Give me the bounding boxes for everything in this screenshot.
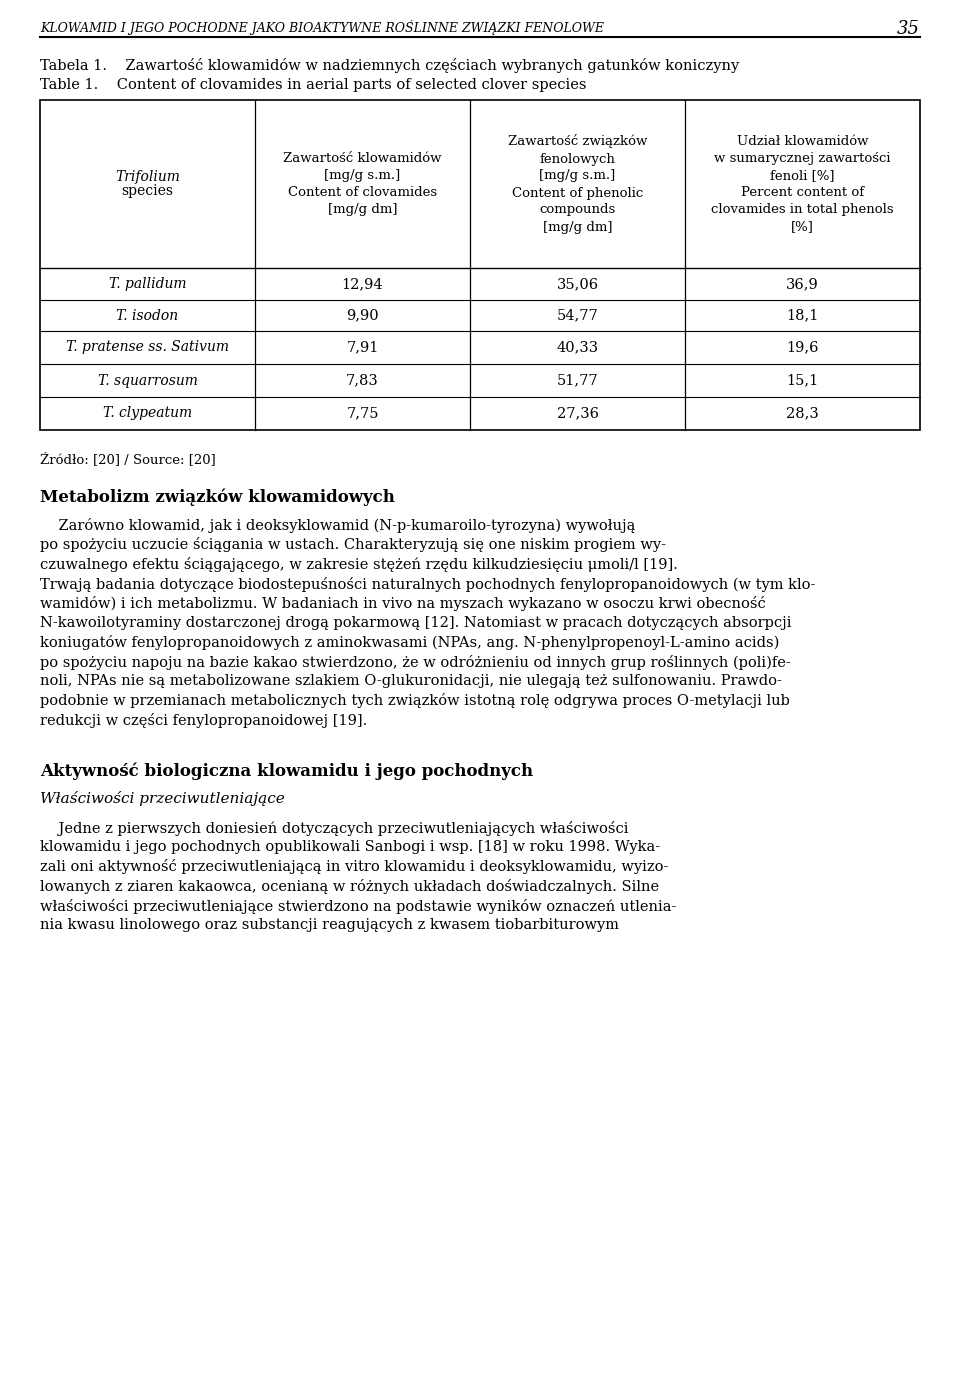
Text: 35,06: 35,06 bbox=[557, 277, 599, 291]
Text: 7,91: 7,91 bbox=[347, 341, 378, 354]
Text: T. isodon: T. isodon bbox=[116, 309, 179, 323]
Text: 18,1: 18,1 bbox=[786, 309, 819, 323]
Text: 7,75: 7,75 bbox=[347, 407, 379, 421]
Text: Zarówno klowamid, jak i deoksyklowamid (N-p-kumaroilo-tyrozyna) wywołują: Zarówno klowamid, jak i deoksyklowamid (… bbox=[40, 519, 636, 534]
Text: czuwalnego efektu ściągającego, w zakresie stężeń rzędu kilkudziesięciu μmoli/l : czuwalnego efektu ściągającego, w zakres… bbox=[40, 557, 678, 572]
Text: noli, NPAs nie są metabolizowane szlakiem O-glukuronidacji, nie ulegają też sulf: noli, NPAs nie są metabolizowane szlakie… bbox=[40, 674, 781, 688]
Text: T. pallidum: T. pallidum bbox=[108, 277, 186, 291]
Text: Zawartość związków
fenolowych
[mg/g s.m.]
Content of phenolic
compounds
[mg/g dm: Zawartość związków fenolowych [mg/g s.m.… bbox=[508, 135, 647, 233]
Text: właściwości przeciwutleniające stwierdzono na podstawie wyników oznaczeń utlenia: właściwości przeciwutleniające stwierdzo… bbox=[40, 899, 677, 913]
Text: 12,94: 12,94 bbox=[342, 277, 383, 291]
Text: Trwają badania dotyczące biodostepuśności naturalnych pochodnych fenylopropanoid: Trwają badania dotyczące biodostepuśnośc… bbox=[40, 576, 815, 592]
Text: 51,77: 51,77 bbox=[557, 374, 598, 387]
Text: 9,90: 9,90 bbox=[347, 309, 379, 323]
Text: klowamidu i jego pochodnych opublikowali Sanbogi i wsp. [18] w roku 1998. Wyka-: klowamidu i jego pochodnych opublikowali… bbox=[40, 840, 660, 854]
Text: 19,6: 19,6 bbox=[786, 341, 819, 354]
Text: redukcji w części fenylopropanoidowej [19].: redukcji w części fenylopropanoidowej [1… bbox=[40, 713, 368, 728]
Text: Metabolizm związków klowamidowych: Metabolizm związków klowamidowych bbox=[40, 488, 395, 506]
Text: Trifolium: Trifolium bbox=[115, 170, 180, 183]
Text: lowanych z ziaren kakaowca, ocenianą w różnych układach doświadczalnych. Silne: lowanych z ziaren kakaowca, ocenianą w r… bbox=[40, 878, 660, 894]
Text: Udział klowamidów
w sumarycznej zawartości
fenoli [%]
Percent content of
clovami: Udział klowamidów w sumarycznej zawartoś… bbox=[711, 135, 894, 233]
Text: Tabela 1.    Zawartość klowamidów w nadziemnych częściach wybranych gatunków kon: Tabela 1. Zawartość klowamidów w nadziem… bbox=[40, 58, 739, 73]
Text: 36,9: 36,9 bbox=[786, 277, 819, 291]
Text: KLOWAMID I JEGO POCHODNE JAKO BIOAKTYWNE ROŚLINNE ZWIĄZKI FENOLOWE: KLOWAMID I JEGO POCHODNE JAKO BIOAKTYWNE… bbox=[40, 21, 604, 34]
Text: podobnie w przemianach metabolicznych tych związków istotną rolę odgrywa proces : podobnie w przemianach metabolicznych ty… bbox=[40, 694, 790, 709]
Text: T. pratense ss. Sativum: T. pratense ss. Sativum bbox=[66, 341, 229, 354]
Text: po spożyciu uczucie ściągania w ustach. Charakteryzują się one niskim progiem wy: po spożyciu uczucie ściągania w ustach. … bbox=[40, 538, 666, 553]
Text: Źródło: [20] / Source: [20]: Źródło: [20] / Source: [20] bbox=[40, 452, 216, 466]
Text: po spożyciu napoju na bazie kakao stwierdzono, że w odróżnieniu od innych grup r: po spożyciu napoju na bazie kakao stwier… bbox=[40, 655, 791, 669]
Text: T. squarrosum: T. squarrosum bbox=[98, 374, 198, 387]
Text: 15,1: 15,1 bbox=[786, 374, 819, 387]
Text: Właściwości przeciwutleniające: Właściwości przeciwutleniające bbox=[40, 790, 285, 805]
Text: wamidów) i ich metabolizmu. W badaniach in vivo na myszach wykazano w osoczu krw: wamidów) i ich metabolizmu. W badaniach … bbox=[40, 596, 766, 611]
Text: 27,36: 27,36 bbox=[557, 407, 598, 421]
Text: Zawartość klowamidów
[mg/g s.m.]
Content of clovamides
[mg/g dm]: Zawartość klowamidów [mg/g s.m.] Content… bbox=[283, 152, 442, 217]
Text: 7,83: 7,83 bbox=[347, 374, 379, 387]
Text: N-kawoilotyraminy dostarczonej drogą pokarmową [12]. Natomiast w pracach dotyczą: N-kawoilotyraminy dostarczonej drogą pok… bbox=[40, 615, 791, 629]
Text: 54,77: 54,77 bbox=[557, 309, 598, 323]
Text: nia kwasu linolowego oraz substancji reagujących z kwasem tiobarbiturowym: nia kwasu linolowego oraz substancji rea… bbox=[40, 918, 619, 932]
Text: 28,3: 28,3 bbox=[786, 407, 819, 421]
Text: T. clypeatum: T. clypeatum bbox=[103, 407, 192, 421]
Text: Jedne z pierwszych doniesień dotyczących przeciwutleniających właściwości: Jedne z pierwszych doniesień dotyczących… bbox=[40, 821, 629, 836]
Text: Table 1.    Content of clovamides in aerial parts of selected clover species: Table 1. Content of clovamides in aerial… bbox=[40, 79, 587, 92]
Text: 40,33: 40,33 bbox=[557, 341, 599, 354]
Text: koniugatów fenylopropanoidowych z aminokwasami (NPAs, ang. N-phenylpropenoyl-L-a: koniugatów fenylopropanoidowych z aminok… bbox=[40, 634, 780, 650]
Text: 35: 35 bbox=[897, 21, 920, 39]
Text: zali oni aktywność przeciwutleniającą in vitro klowamidu i deoksyklowamidu, wyiz: zali oni aktywność przeciwutleniającą in… bbox=[40, 859, 668, 874]
Bar bbox=[40, 101, 920, 430]
Text: species: species bbox=[122, 183, 174, 199]
Text: Aktywność biologiczna klowamidu i jego pochodnych: Aktywność biologiczna klowamidu i jego p… bbox=[40, 763, 533, 781]
